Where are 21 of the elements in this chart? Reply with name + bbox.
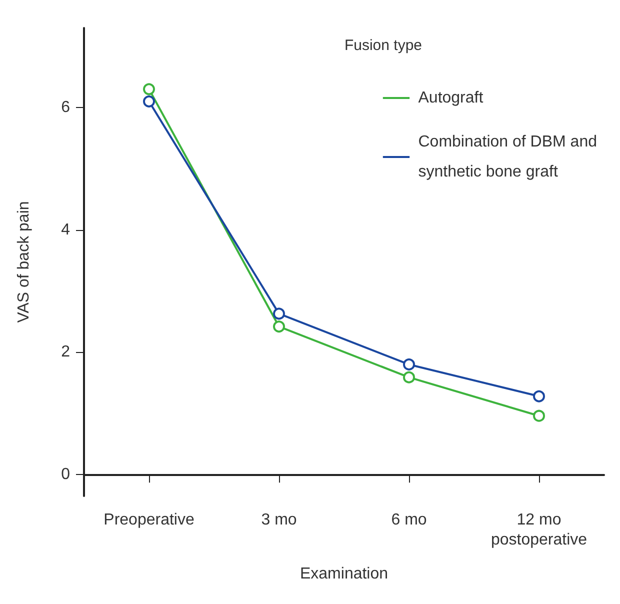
y-tick-label: 4 [61,221,70,238]
point [403,358,415,370]
point [273,308,285,320]
point [403,371,415,384]
x-tick-label: 6 mo [391,512,427,528]
point [533,390,545,402]
point [143,95,155,108]
point [273,320,285,333]
x-tick-label: 3 mo [261,512,297,528]
x-tick-label: Preoperative [104,512,194,528]
y-tick-label: 0 [61,466,70,484]
legend-title: Fusion type [344,37,422,54]
point [143,83,155,96]
legend-label: Combination of DBM and synthetic bone graft [418,134,598,180]
point [533,410,545,422]
y-tick-label: 2 [61,344,70,361]
y-axis-title: VAS of back pain [16,201,32,323]
legend-label: Autograft [418,90,484,106]
y-tick-label: 6 [61,99,70,116]
x-tick-label: 12 mo postoperative [490,512,588,548]
x-axis-title: Examination [300,566,388,582]
